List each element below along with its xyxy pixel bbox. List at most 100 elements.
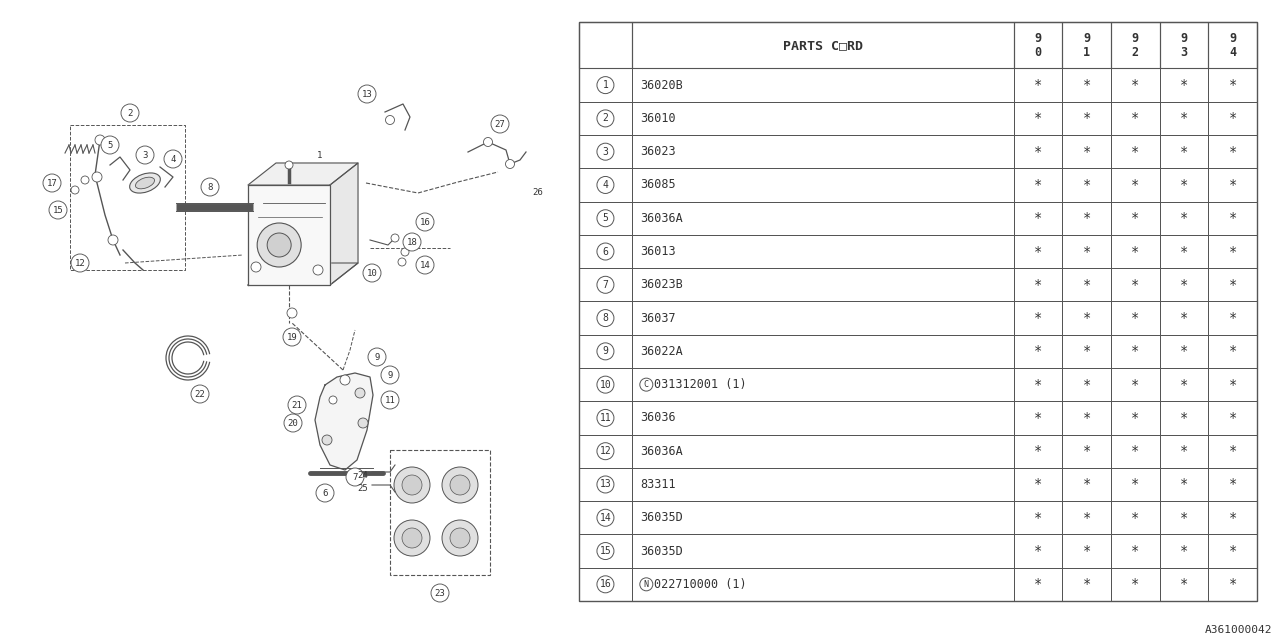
Bar <box>579 335 632 368</box>
Text: *: * <box>1229 278 1236 292</box>
Circle shape <box>394 467 430 503</box>
Circle shape <box>596 143 614 160</box>
Text: 36036A: 36036A <box>640 212 684 225</box>
Bar <box>1208 135 1257 168</box>
Text: 36035D: 36035D <box>640 545 684 557</box>
Text: *: * <box>1132 211 1139 225</box>
Text: *: * <box>1034 544 1042 558</box>
Bar <box>1111 22 1160 68</box>
Text: *: * <box>1229 244 1236 259</box>
Bar <box>1111 401 1160 435</box>
Text: *: * <box>1083 178 1091 192</box>
Circle shape <box>442 520 477 556</box>
Text: A361000042: A361000042 <box>1204 625 1272 635</box>
Text: 16: 16 <box>420 218 430 227</box>
Circle shape <box>268 233 291 257</box>
Bar <box>632 68 1014 102</box>
Text: *: * <box>1132 278 1139 292</box>
Text: *: * <box>1229 378 1236 392</box>
Circle shape <box>283 328 301 346</box>
Circle shape <box>596 576 614 593</box>
Text: 27: 27 <box>494 120 506 129</box>
Text: *: * <box>1083 244 1091 259</box>
Bar <box>632 168 1014 202</box>
Text: 7: 7 <box>352 472 357 481</box>
Text: *: * <box>1034 78 1042 92</box>
Text: 9
0: 9 0 <box>1034 32 1042 59</box>
Text: 18: 18 <box>407 237 417 246</box>
Bar <box>1208 68 1257 102</box>
Bar <box>579 235 632 268</box>
Text: *: * <box>1034 145 1042 159</box>
Circle shape <box>385 115 394 125</box>
Bar <box>1111 468 1160 501</box>
Bar <box>1208 501 1257 534</box>
Ellipse shape <box>136 177 155 189</box>
Circle shape <box>358 85 376 103</box>
Circle shape <box>257 223 301 267</box>
Bar <box>1160 202 1208 235</box>
Text: 21: 21 <box>292 401 302 410</box>
Bar <box>1062 268 1111 301</box>
Text: 7: 7 <box>603 280 608 290</box>
Text: *: * <box>1034 344 1042 358</box>
Text: *: * <box>1229 311 1236 325</box>
Text: *: * <box>1180 111 1188 125</box>
Text: 6: 6 <box>323 488 328 497</box>
Bar <box>579 301 632 335</box>
Text: 17: 17 <box>46 179 58 188</box>
Circle shape <box>596 443 614 460</box>
Text: 3: 3 <box>142 150 147 159</box>
Text: 12: 12 <box>74 259 86 268</box>
Bar <box>1160 335 1208 368</box>
Circle shape <box>70 186 79 194</box>
Circle shape <box>285 161 293 169</box>
Bar <box>1160 235 1208 268</box>
Bar <box>1208 568 1257 601</box>
Text: *: * <box>1034 444 1042 458</box>
Bar <box>632 301 1014 335</box>
Text: 36022A: 36022A <box>640 345 684 358</box>
Polygon shape <box>248 263 358 285</box>
Bar <box>1111 501 1160 534</box>
Text: 1: 1 <box>316 150 323 159</box>
Bar <box>579 368 632 401</box>
Text: *: * <box>1083 577 1091 591</box>
Text: 36023B: 36023B <box>640 278 684 291</box>
Text: *: * <box>1180 477 1188 492</box>
Text: 19: 19 <box>287 333 297 342</box>
Text: *: * <box>1132 344 1139 358</box>
Circle shape <box>346 468 364 486</box>
Bar <box>1208 368 1257 401</box>
Bar <box>632 435 1014 468</box>
Circle shape <box>451 528 470 548</box>
Bar <box>1111 368 1160 401</box>
Circle shape <box>95 135 105 145</box>
Circle shape <box>506 159 515 168</box>
Circle shape <box>492 115 509 133</box>
Circle shape <box>596 476 614 493</box>
Text: 6: 6 <box>603 246 608 257</box>
Text: 36037: 36037 <box>640 312 676 324</box>
Text: *: * <box>1132 78 1139 92</box>
Bar <box>1208 235 1257 268</box>
Circle shape <box>288 396 306 414</box>
Circle shape <box>596 376 614 393</box>
Bar <box>579 22 1257 601</box>
Bar <box>1111 534 1160 568</box>
Text: 5: 5 <box>108 141 113 150</box>
Text: *: * <box>1180 577 1188 591</box>
Text: *: * <box>1132 145 1139 159</box>
Bar <box>632 135 1014 168</box>
Bar <box>1014 68 1062 102</box>
Circle shape <box>54 205 63 214</box>
Circle shape <box>398 258 406 266</box>
Bar <box>1208 168 1257 202</box>
Circle shape <box>355 388 365 398</box>
Bar <box>1062 501 1111 534</box>
Circle shape <box>47 179 56 188</box>
Bar <box>632 102 1014 135</box>
Text: 9: 9 <box>603 346 608 356</box>
Bar <box>579 435 632 468</box>
Text: 4: 4 <box>170 154 175 163</box>
